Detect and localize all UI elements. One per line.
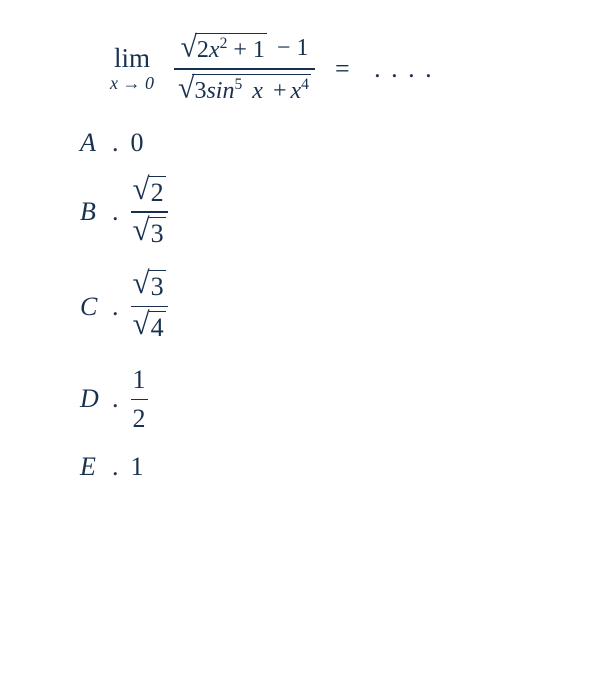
choice-D: D. 1 2 [80,363,536,436]
choice-value: 0 [131,130,144,156]
choice-dot: . [112,199,119,225]
choice-letter: B [80,199,112,225]
den-x: x [290,78,301,104]
lim-operator: lim x → 0 [110,45,154,92]
choice-letter: A [80,130,112,156]
sqrt-tick: √ [133,311,150,338]
choice-dot: . [112,386,119,412]
frac-bar [131,399,148,401]
sqrt-tick: √ [133,270,150,297]
choice-E: E. 1 [80,454,536,480]
choice-A: A. 0 [80,130,536,156]
limit-expression: lim x → 0 √ 2x2 + 1 − 1 [110,30,536,108]
sqrt: √3 [133,217,166,251]
radicand: 4 [149,311,166,345]
num-outside: − 1 [277,35,309,61]
fraction-bar [174,68,315,70]
equals-sign: = [335,54,352,83]
numerator: √ 2x2 + 1 − 1 [176,30,312,66]
choice-B: B. √2 √3 [80,174,536,251]
lim-sub: x → 0 [110,74,154,92]
choice-value: 1 [131,454,144,480]
frac-num: √2 [131,174,168,210]
den-sin-var: x [252,78,263,104]
choice-dot: . [112,454,119,480]
den-plus: + [273,78,287,104]
den-sin: sin [206,78,234,104]
math-problem: lim x → 0 √ 2x2 + 1 − 1 [0,0,596,510]
choice-letter: D [80,386,112,412]
sqrt-tick: √ [133,217,150,244]
sqrt-tick: √ [178,76,194,102]
denominator: √ 3sin5 x +x4 [174,72,315,108]
main-fraction: √ 2x2 + 1 − 1 √ 3sin5 x +x4 [174,30,315,108]
choice-C: C. √3 √4 [80,268,536,345]
num-plus: + 1 [233,37,265,63]
answer-choices: A. 0 B. √2 √3 C. √3 [80,130,536,480]
choice-dot: . [112,130,119,156]
choice-letter: E [80,454,112,480]
choice-dot: . [112,294,119,320]
frac-num: √3 [131,268,168,304]
den-x-exp: 4 [301,76,309,93]
lim-arrow: → [123,73,141,93]
denominator-sqrt: √ 3sin5 x +x4 [178,74,311,107]
radicand: 3 [149,270,166,304]
dots: . . . . [374,54,434,83]
choice-fraction: √3 √4 [131,268,168,345]
lim-label: lim [114,45,150,72]
choice-fraction: 1 2 [131,363,148,436]
den-coef: 3 [194,78,206,104]
frac-den: √4 [131,309,168,345]
sqrt: √4 [133,311,166,345]
frac-den: 2 [131,402,148,436]
sqrt: √2 [133,176,166,210]
den-sin-exp: 5 [234,76,242,93]
equals-dots: = . . . . [335,54,434,84]
radicand: 2 [149,176,166,210]
num-exp: 2 [220,35,228,52]
sqrt-tick: √ [180,34,196,60]
num-var: x [209,37,220,63]
denominator-radicand: 3sin5 x +x4 [192,74,310,107]
lim-var: x [110,73,118,93]
lim-target: 0 [145,73,154,93]
radicand: 3 [149,217,166,251]
sqrt-tick: √ [133,176,150,203]
frac-den: √3 [131,215,168,251]
frac-num: 1 [131,363,148,397]
numerator-sqrt: √ 2x2 + 1 [180,33,266,66]
num-coef: 2 [197,37,209,63]
choice-letter: C [80,294,112,320]
choice-fraction: √2 √3 [131,174,168,251]
sqrt: √3 [133,270,166,304]
numerator-radicand: 2x2 + 1 [195,33,267,66]
